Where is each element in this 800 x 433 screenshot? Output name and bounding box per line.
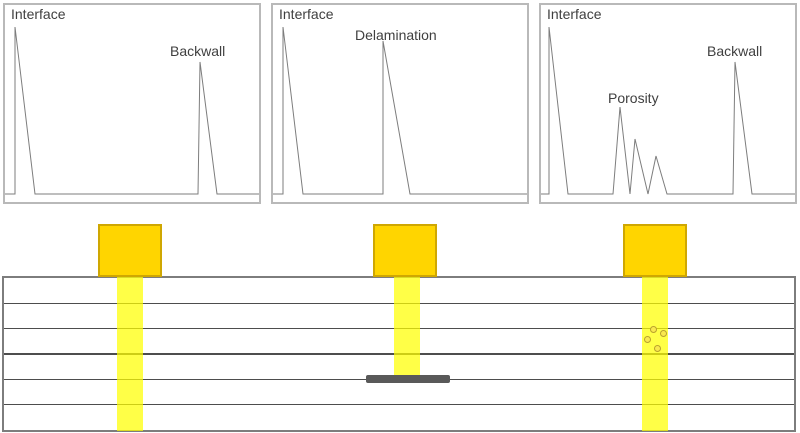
peak-label-interface: Interface xyxy=(547,6,602,22)
beam-no-defect xyxy=(117,277,143,431)
ascan-panel-porosity: Interface Porosity Backwall xyxy=(539,3,797,204)
ply-boundary-line xyxy=(4,403,794,406)
ascan-panel-no-defect: Interface Backwall xyxy=(3,3,261,204)
peak-label-delamination: Delamination xyxy=(355,27,437,43)
delamination-defect xyxy=(366,375,450,383)
porosity-void xyxy=(659,329,667,337)
ascan-waveform-porosity xyxy=(541,26,795,195)
porosity-void xyxy=(643,335,651,343)
ascan-delamination-trace xyxy=(273,26,527,195)
peak-label-interface: Interface xyxy=(279,6,334,22)
transducer-porosity xyxy=(623,224,687,277)
porosity-void xyxy=(649,325,657,333)
ascan-panel-delamination: Interface Delamination xyxy=(271,3,529,204)
ascan-no-defect-trace xyxy=(5,26,259,195)
beam-porosity xyxy=(642,277,668,431)
beam-delamination xyxy=(394,277,420,376)
peak-label-backwall: Backwall xyxy=(170,43,226,59)
ascan-waveform-no-defect xyxy=(5,26,259,195)
ascan-waveform-delamination xyxy=(273,26,527,195)
peak-label-porosity: Porosity xyxy=(608,90,659,106)
porosity-void xyxy=(653,344,661,352)
ascan-porosity-trace xyxy=(541,26,795,195)
peak-label-backwall: Backwall xyxy=(707,43,763,59)
transducer-no-defect xyxy=(98,224,162,277)
peak-label-interface: Interface xyxy=(11,6,66,22)
transducer-delamination xyxy=(373,224,437,277)
